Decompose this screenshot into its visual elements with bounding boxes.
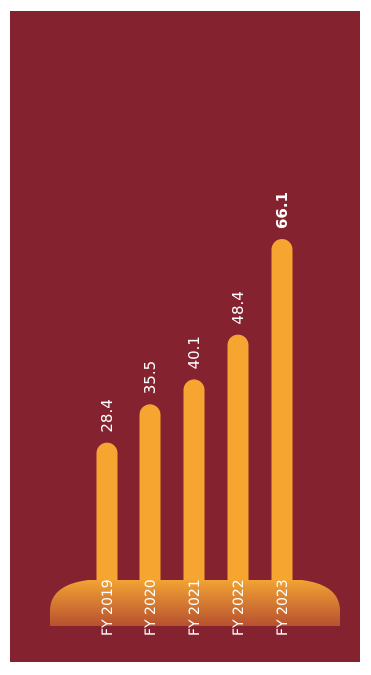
bar-fy-2019 — [96, 442, 118, 596]
category-label: FY 2022 — [231, 579, 247, 636]
value-label: 66.1 — [273, 192, 291, 229]
value-label: 28.4 — [98, 399, 116, 432]
bar-chart: 28.4 FY 2019 35.5 FY 2020 40.1 FY 2021 48.4 FY … — [50, 192, 340, 636]
category-label: FY 2023 — [275, 579, 291, 636]
bar-fy-2021 — [183, 379, 205, 596]
bar-fy-2023 — [271, 239, 293, 597]
chart-panel: 28.4 FY 2019 35.5 FY 2020 40.1 FY 2021 48.4 FY … — [10, 11, 360, 662]
value-label: 35.5 — [141, 361, 159, 394]
category-label: FY 2019 — [100, 579, 116, 636]
bar-fy-2022 — [227, 334, 249, 596]
value-label: 48.4 — [229, 291, 247, 324]
category-label: FY 2020 — [143, 579, 159, 636]
chart-base — [50, 580, 340, 626]
category-label: FY 2021 — [187, 579, 203, 636]
value-label: 40.1 — [185, 336, 203, 369]
bar-fy-2020 — [139, 404, 161, 596]
